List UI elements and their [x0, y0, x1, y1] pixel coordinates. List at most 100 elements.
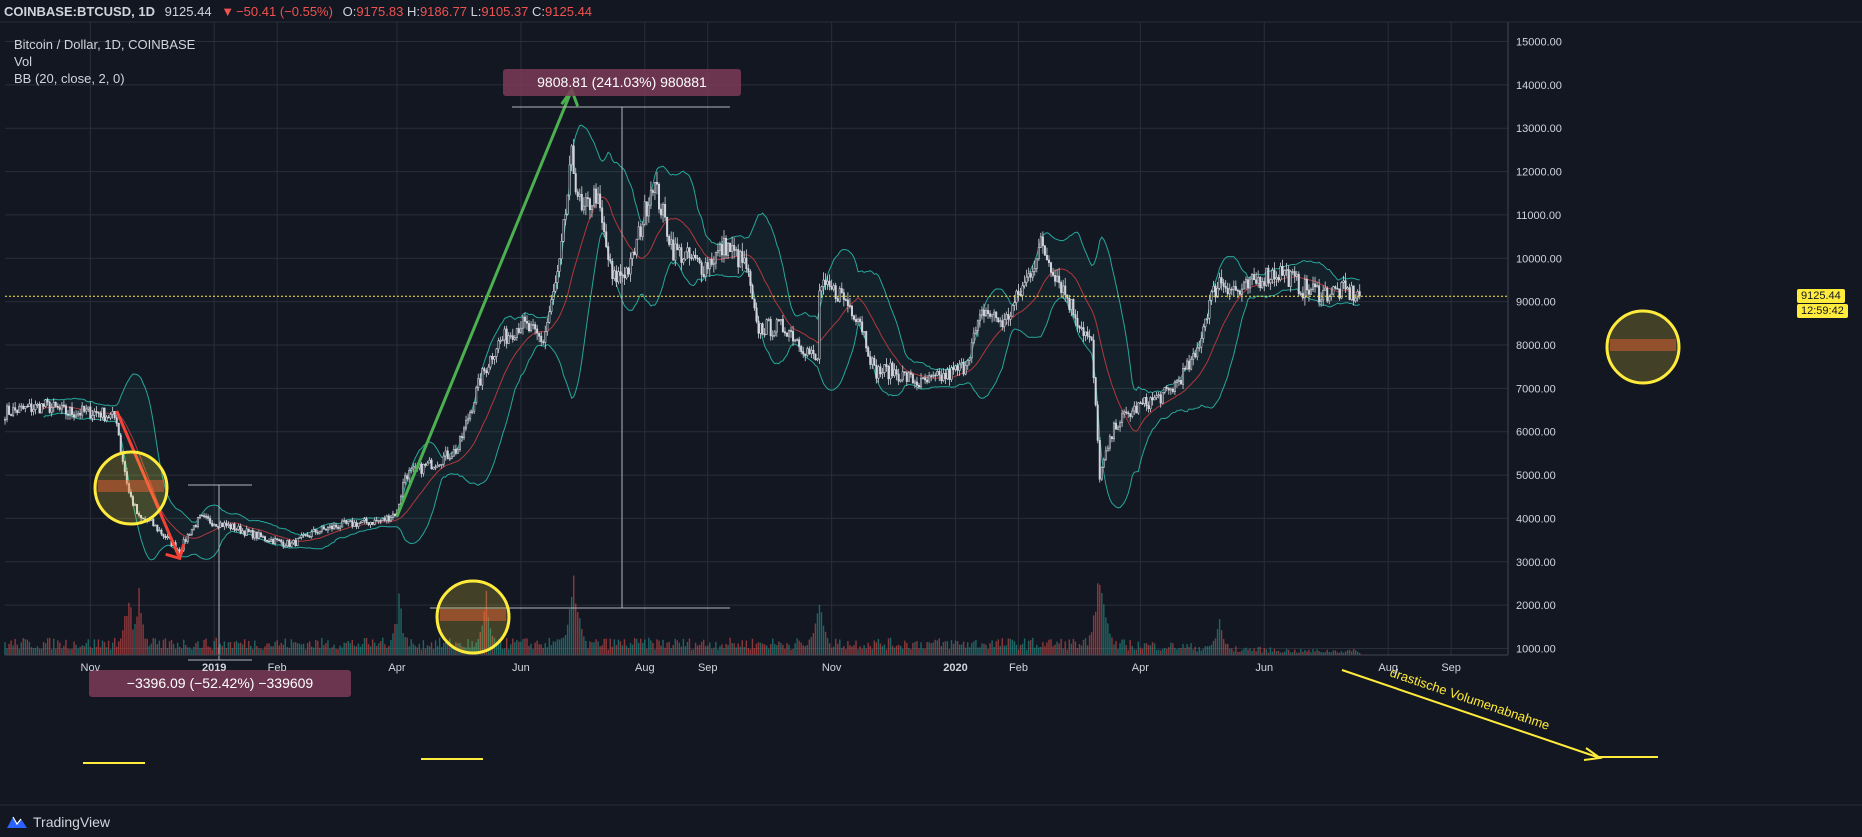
- candle-body: [1230, 288, 1233, 291]
- candle-body: [345, 520, 348, 524]
- volume-decline-arrowhead-icon: [1583, 747, 1603, 761]
- volume-bar: [116, 646, 118, 655]
- volume-bar: [1151, 642, 1154, 655]
- candle-body: [1017, 290, 1020, 295]
- candle-body: [513, 337, 516, 340]
- bollinger-indicator-label[interactable]: BB (20, close, 2, 0): [14, 71, 125, 86]
- candle-body: [1029, 273, 1032, 278]
- volume-bar: [812, 633, 815, 655]
- candle-body: [8, 405, 11, 415]
- volume-bar: [739, 646, 741, 655]
- candle-body: [1236, 289, 1239, 292]
- candle-body: [1090, 336, 1093, 341]
- candle-body: [341, 520, 344, 528]
- volume-bar: [579, 618, 581, 655]
- candle-body: [836, 298, 839, 302]
- volume-bar: [566, 624, 569, 655]
- candle-body: [68, 407, 71, 415]
- candle-body: [989, 313, 992, 317]
- candle-body: [337, 526, 340, 529]
- candle-body: [657, 183, 661, 210]
- volume-bar: [863, 645, 865, 655]
- candle-body: [243, 530, 246, 536]
- volume-bar: [1184, 647, 1186, 655]
- candle-body: [855, 319, 858, 322]
- volume-bar: [979, 647, 981, 655]
- candle-body: [1159, 394, 1162, 404]
- volume-bar: [942, 642, 945, 655]
- y-tick-label: 7000.00: [1516, 383, 1556, 395]
- volume-bar: [946, 641, 949, 655]
- volume-bar: [327, 640, 329, 655]
- candle-body: [290, 542, 293, 548]
- candle-body: [647, 204, 650, 217]
- volume-bar: [591, 642, 593, 655]
- volume-bar: [144, 638, 146, 655]
- volume-indicator-label[interactable]: Vol: [14, 54, 33, 69]
- volume-bar: [10, 640, 12, 655]
- series-title[interactable]: Bitcoin / Dollar, 1D, COINBASE: [14, 37, 196, 52]
- volume-bar: [1172, 643, 1174, 655]
- volume-bar: [1168, 647, 1170, 655]
- symbol-name[interactable]: COINBASE:BTCUSD, 1D: [4, 4, 155, 19]
- volume-bar: [1105, 617, 1107, 655]
- high-label: H:9186.77: [406, 4, 467, 19]
- volume-bar: [524, 638, 526, 655]
- candle-body: [534, 324, 537, 330]
- volume-bar: [459, 643, 461, 655]
- volume-bar: [727, 645, 729, 655]
- candle-body: [1295, 273, 1298, 277]
- volume-bar: [633, 638, 636, 655]
- volume-bar: [556, 639, 559, 655]
- candle-body: [1062, 285, 1065, 293]
- volume-bar: [174, 648, 177, 655]
- tradingview-brand[interactable]: TradingView: [6, 814, 110, 830]
- candle-body: [954, 365, 957, 370]
- volume-bar: [672, 645, 674, 655]
- volume-bar: [430, 642, 433, 655]
- candle-body: [1287, 269, 1290, 287]
- volume-bar: [1048, 639, 1050, 655]
- candle-body: [436, 465, 439, 468]
- candle-body: [672, 239, 675, 261]
- candle-body: [842, 292, 845, 300]
- volume-bar: [991, 640, 993, 655]
- volume-bar: [938, 638, 941, 655]
- volume-bar: [1032, 637, 1034, 655]
- candle-body: [164, 535, 167, 539]
- drawing-overlay[interactable]: 9808.81 (241.03%) 980881 −3396.09 (−52.42…: [5, 69, 1681, 764]
- volume-bar: [290, 639, 293, 655]
- candle-body: [550, 299, 553, 312]
- volume-bar: [40, 648, 43, 655]
- volume-bar: [63, 645, 65, 655]
- volume-bar: [1038, 647, 1040, 655]
- candle-body: [787, 330, 791, 337]
- volume-bar: [918, 648, 920, 655]
- candle-body: [136, 503, 139, 514]
- candle-body: [241, 530, 244, 534]
- volume-bar: [1283, 651, 1286, 655]
- candle-body: [952, 367, 955, 370]
- volume-bar: [248, 640, 250, 655]
- candle-body: [570, 145, 573, 166]
- volume-bar: [1194, 646, 1196, 655]
- up-measure-label-box: [503, 69, 741, 96]
- candle-body: [720, 244, 723, 256]
- volume-bar: [1273, 648, 1276, 655]
- candle-body: [54, 401, 57, 407]
- volume-bar: [818, 604, 821, 655]
- candle-body: [272, 538, 275, 544]
- volume-bar: [960, 644, 963, 655]
- candle-body: [1054, 275, 1057, 282]
- volume-bar: [743, 647, 746, 655]
- bollinger-bands: [43, 124, 1360, 561]
- candle-body: [1346, 287, 1349, 290]
- candle-body: [369, 521, 372, 525]
- volume-bar: [1220, 630, 1223, 655]
- volume-bar: [378, 643, 380, 655]
- volume-bar: [1235, 646, 1237, 655]
- consolidation-box: [440, 609, 506, 621]
- candle-body: [1135, 405, 1138, 414]
- volume-bar: [518, 641, 520, 655]
